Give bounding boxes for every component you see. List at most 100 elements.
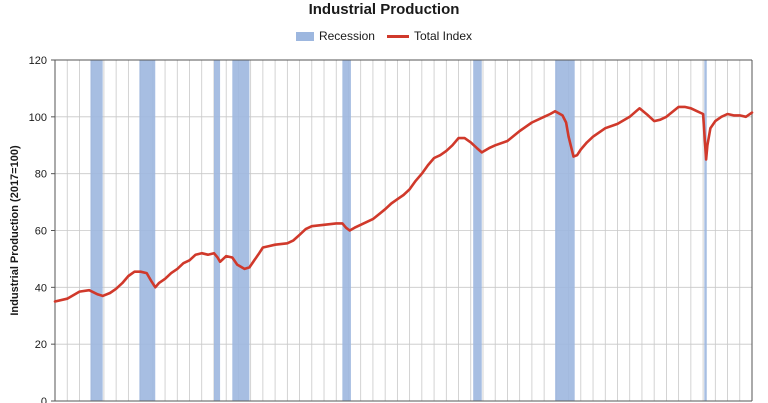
data-point [402, 194, 405, 196]
data-point [665, 116, 668, 118]
axis-layer [51, 59, 753, 402]
data-point [488, 147, 490, 149]
data-point [396, 198, 399, 201]
data-point [408, 188, 411, 191]
y-tick-label: 60 [35, 226, 47, 238]
y-tick-label: 20 [35, 339, 47, 351]
recession-band [704, 60, 707, 401]
data-point [243, 268, 246, 270]
data-point [445, 150, 448, 152]
data-point [286, 242, 289, 245]
data-point [145, 272, 148, 274]
data-point [592, 135, 594, 138]
data-point [696, 110, 698, 112]
data-point [427, 164, 429, 166]
y-tick-label: 40 [35, 282, 47, 294]
data-point [200, 252, 203, 255]
data-point [616, 123, 619, 125]
data-point [439, 154, 441, 156]
data-point [554, 110, 556, 112]
data-point [565, 121, 567, 124]
data-point [359, 224, 362, 226]
data-point [709, 127, 712, 129]
recession-band [213, 60, 221, 401]
data-point [457, 137, 460, 139]
data-point [115, 287, 117, 290]
data-point [213, 252, 215, 255]
data-point [738, 114, 741, 117]
data-point [225, 255, 227, 257]
data-point [236, 263, 238, 266]
data-point [231, 256, 234, 259]
data-point [274, 243, 276, 246]
data-point [549, 113, 552, 115]
data-point [469, 141, 472, 144]
data-point [310, 225, 313, 228]
data-point [494, 144, 497, 147]
data-point [262, 246, 264, 249]
data-point [705, 158, 707, 161]
data-point [66, 297, 69, 300]
data-point [219, 260, 221, 263]
data-point [647, 114, 649, 117]
data-point [139, 270, 142, 273]
data-point [345, 226, 347, 229]
data-point [158, 282, 160, 284]
y-tick-label: 120 [29, 55, 47, 67]
recession-band [90, 60, 103, 401]
recession-band [342, 60, 351, 401]
data-point [292, 239, 295, 242]
data-point [268, 245, 270, 247]
recession-swatch [295, 31, 314, 41]
data-point [154, 286, 157, 289]
data-point [188, 259, 191, 262]
recession-band-layer [90, 60, 707, 401]
data-point [421, 172, 423, 175]
legend-item-recession: Recession [295, 29, 375, 43]
data-point [677, 106, 680, 108]
data-point [304, 228, 307, 230]
data-point [384, 208, 386, 210]
series-line-total-index [53, 105, 754, 303]
data-point [414, 179, 417, 182]
data-point [433, 157, 435, 159]
series-layer [53, 105, 754, 303]
y-tick-label: 100 [29, 112, 47, 124]
recession-band [232, 60, 250, 401]
data-point [182, 262, 185, 264]
data-point [653, 120, 655, 122]
data-point [638, 107, 641, 110]
data-point [353, 226, 356, 229]
data-point [323, 224, 325, 226]
total-index-swatch [386, 34, 409, 38]
data-point [88, 289, 91, 291]
data-point [341, 222, 344, 225]
data-point [706, 144, 709, 147]
data-point [745, 116, 747, 118]
data-point [253, 259, 256, 262]
data-point [248, 266, 251, 269]
tick-label-layer: 0 20 40 60 80 100 120 [29, 55, 47, 403]
data-point [216, 256, 219, 259]
data-point [476, 147, 478, 149]
data-point [258, 252, 261, 255]
data-point [96, 293, 99, 296]
data-point [561, 114, 564, 117]
data-point [463, 137, 466, 139]
data-point [109, 292, 111, 294]
data-point [531, 121, 533, 124]
data-point [298, 233, 301, 236]
data-point [567, 135, 570, 138]
data-point [543, 116, 545, 118]
y-tick-label: 80 [35, 169, 47, 181]
data-point [101, 295, 104, 297]
recession-band [555, 60, 575, 401]
data-point [207, 253, 209, 256]
data-point [194, 253, 197, 256]
data-point [586, 141, 588, 144]
data-point [580, 148, 582, 151]
data-point [480, 151, 483, 154]
recession-band [473, 60, 482, 401]
data-point [133, 270, 136, 273]
